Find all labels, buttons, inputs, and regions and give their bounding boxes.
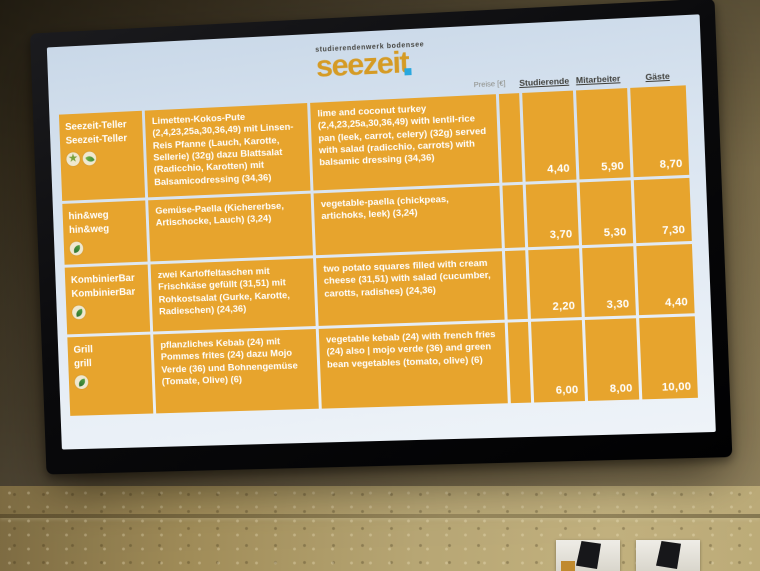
spacer-cell xyxy=(502,184,526,249)
price-mitarbeiter: 5,30 xyxy=(579,180,634,246)
station-name-en: KombinierBar xyxy=(71,286,136,300)
diet-icons xyxy=(71,303,145,320)
logo-brand-text: seezeit xyxy=(315,44,409,84)
price-unit-label: Preise [€] xyxy=(473,78,506,90)
dish-description-german: zwei Kartoffeltaschen mit Frischkäse gef… xyxy=(150,258,316,332)
price-studierende: 4,40 xyxy=(522,90,577,182)
dish-description-german: pflanzliches Kebab (24) mit Pommes frite… xyxy=(153,329,319,414)
spacer-cell xyxy=(504,250,528,320)
diet-icons: ★ xyxy=(66,149,139,167)
column-header-gaeste: Gäste xyxy=(645,70,670,83)
wall-seam-line xyxy=(0,514,760,518)
price-studierende: 2,20 xyxy=(528,248,582,319)
station-name-en: hin&weg xyxy=(68,223,110,236)
diet-icons xyxy=(74,373,148,390)
sprout-icon xyxy=(82,151,97,166)
dark-device-icon xyxy=(656,541,681,569)
price-gaeste: 10,00 xyxy=(639,316,698,400)
dish-description-english: two potato squares filled with cream che… xyxy=(316,251,505,326)
menu-table-zone: Preise [€] Studierende Mitarbeiter Gäste… xyxy=(58,70,698,416)
orange-accent xyxy=(561,561,575,571)
wall-mounted-object-left xyxy=(556,540,620,571)
spacer-cell xyxy=(507,321,532,404)
logo-blue-square-icon xyxy=(404,67,412,76)
star-icon: ★ xyxy=(66,152,81,167)
dish-description-english: vegetable-paella (chickpeas, artichoks, … xyxy=(313,185,502,256)
dish-description-german: Limetten-Kokos-Pute (2,4,23,25a,30,36,49… xyxy=(144,103,311,198)
station-name-en: Seezeit-Teller xyxy=(65,132,128,147)
leaf-icon xyxy=(74,375,89,390)
price-studierende: 3,70 xyxy=(525,182,579,248)
leaf-icon xyxy=(69,241,84,256)
station-name-en: grill xyxy=(73,357,92,370)
menu-row: Grill grill pflanzliches Kebab (24) mit … xyxy=(67,316,698,416)
column-header-studierende: Studierende xyxy=(519,75,570,89)
dark-device-icon xyxy=(576,541,601,569)
price-mitarbeiter: 8,00 xyxy=(584,318,640,401)
price-gaeste: 7,30 xyxy=(633,177,692,244)
wall-lower-section xyxy=(0,486,760,571)
dish-description-english: lime and coconut turkey (2,4,23,25a,30,3… xyxy=(310,94,500,191)
price-studierende: 6,00 xyxy=(531,320,585,403)
menu-display-monitor: studierendenwerk bodensee seezeit Preise… xyxy=(30,0,733,475)
seezeit-logo: studierendenwerk bodensee seezeit xyxy=(315,42,424,84)
price-gaeste: 4,40 xyxy=(636,244,695,316)
station-cell: Seezeit-Teller Seezeit-Teller ★ xyxy=(58,110,146,201)
station-cell: Grill grill xyxy=(67,334,154,416)
station-cell: KombinierBar KombinierBar xyxy=(64,264,151,335)
spacer-cell xyxy=(498,93,523,183)
column-header-mitarbeiter: Mitarbeiter xyxy=(575,73,621,86)
price-mitarbeiter: 3,30 xyxy=(582,246,636,317)
dish-description-english: vegetable kebab (24) with french fries (… xyxy=(318,322,508,409)
price-mitarbeiter: 5,90 xyxy=(576,88,631,180)
diet-icons xyxy=(69,239,142,256)
menu-table: Seezeit-Teller Seezeit-Teller ★ Limetten… xyxy=(58,85,698,416)
station-cell: hin&weg hin&weg xyxy=(62,200,148,265)
dish-description-german: Gemüse-Paella (Kichererbse, Artischocke,… xyxy=(148,193,313,262)
menu-screen: studierendenwerk bodensee seezeit Preise… xyxy=(46,14,716,450)
price-gaeste: 8,70 xyxy=(630,85,690,178)
leaf-icon xyxy=(71,305,86,320)
wall-mounted-object-right xyxy=(636,540,700,571)
